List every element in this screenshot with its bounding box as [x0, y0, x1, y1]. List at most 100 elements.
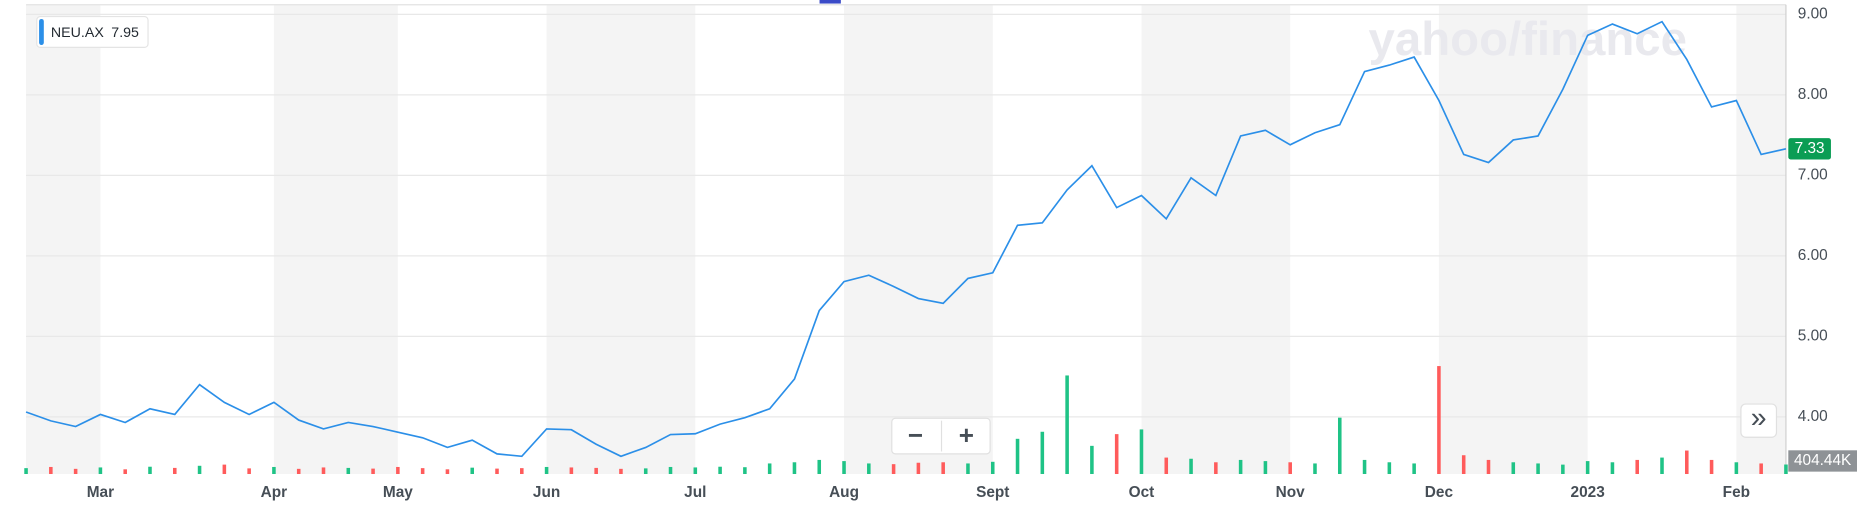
volume-bar	[792, 462, 797, 475]
volume-bar	[1164, 457, 1169, 475]
volume-bar	[1189, 458, 1193, 475]
y-tick-label: 7.00	[1798, 166, 1828, 183]
volume-bar	[470, 467, 474, 475]
scroll-indicator	[819, 0, 841, 4]
volume-bar	[668, 466, 673, 475]
x-tick-label: Jul	[684, 484, 706, 501]
month-band	[546, 4, 696, 475]
x-tick-label: Dec	[1425, 484, 1454, 501]
volume-bar	[1387, 462, 1392, 475]
volume-bar	[1090, 445, 1094, 475]
volume-bar	[49, 466, 53, 475]
price-line	[25, 20, 1787, 458]
x-tick-label: Feb	[1723, 484, 1750, 501]
volume-bar	[842, 461, 846, 475]
volume-bar	[495, 468, 499, 475]
volume-bar	[990, 461, 995, 475]
y-tick-label: 6.00	[1798, 247, 1828, 264]
volume-bar	[173, 467, 177, 475]
volume-bar	[743, 467, 747, 475]
volume-bar	[891, 464, 896, 475]
volume-bar	[594, 467, 598, 475]
volume-bar	[916, 462, 921, 475]
volume-bar	[296, 468, 301, 475]
volume-bar	[520, 468, 524, 475]
volume-bar	[1461, 455, 1466, 475]
zoom-in-button[interactable]: +	[959, 420, 974, 450]
volume-badge	[1788, 450, 1857, 472]
expand-box	[1740, 403, 1778, 438]
volume-bar	[867, 463, 871, 475]
watermark: yahoo/finance	[1369, 13, 1687, 66]
x-tick-label: Sept	[976, 484, 1009, 501]
legend-swatch	[39, 18, 44, 46]
volume-bar	[1536, 463, 1540, 475]
x-tick-label: 2023	[1571, 484, 1605, 501]
volume-bar	[941, 462, 945, 475]
legend: NEU.AX 7.95	[36, 15, 149, 48]
volume-bar	[197, 465, 202, 475]
volume-bar	[718, 466, 722, 475]
expand-button[interactable]: »	[1751, 402, 1767, 434]
x-tick-label: Apr	[261, 484, 288, 501]
volume-bar	[1511, 462, 1516, 475]
price-badge-label: 7.33	[1795, 140, 1825, 157]
month-bands	[26, 4, 1786, 475]
volume-bar	[123, 469, 127, 475]
grid	[26, 13, 1786, 418]
volume-bar	[1412, 463, 1416, 475]
volume-bar	[445, 469, 450, 475]
volume-bar	[420, 468, 425, 475]
volume-bar	[544, 466, 549, 475]
volume-bar	[1561, 464, 1565, 475]
volume-bar	[247, 468, 251, 475]
volume-bar	[817, 459, 822, 475]
volume-bar	[1238, 459, 1243, 475]
axis-labels: Mar Apr May Jun Jul Aug Sept Oct Nov Dec 2023 Feb 4.…	[87, 5, 1828, 501]
volume-bar	[1585, 461, 1590, 475]
volume-bar	[396, 466, 400, 475]
x-tick-label: Mar	[87, 484, 114, 501]
volume-bar	[1337, 417, 1342, 475]
volume-bar	[73, 468, 78, 475]
volume-bar	[1015, 438, 1020, 475]
y-tick-label: 8.00	[1798, 86, 1828, 103]
volume-bar	[619, 468, 623, 475]
volume-bar	[966, 463, 970, 475]
price-badge	[1788, 138, 1831, 160]
month-band	[1438, 4, 1588, 475]
month-band	[844, 4, 993, 475]
y-tick-label: 5.00	[1798, 327, 1828, 344]
month-band	[26, 4, 101, 475]
x-tick-label: Aug	[829, 484, 859, 501]
volume-bar	[1759, 463, 1763, 475]
y-tick-label: 4.00	[1798, 408, 1828, 425]
badges: 7.33 404.44K	[1788, 138, 1857, 472]
x-tick-label: Oct	[1129, 484, 1155, 501]
x-tick-label: Nov	[1276, 484, 1306, 501]
volume-bar	[1734, 462, 1739, 475]
volume-bar	[1486, 459, 1491, 475]
volume-bar	[1288, 462, 1292, 475]
volume-bar	[1784, 464, 1788, 475]
volume-bar	[222, 464, 227, 475]
volume-bar	[643, 468, 648, 475]
volume-bar	[371, 468, 375, 475]
volume-bar	[1313, 463, 1317, 475]
y-tick-label: 9.00	[1798, 5, 1828, 22]
volume-bar	[1685, 450, 1689, 475]
legend-value: 7.95	[111, 25, 139, 41]
month-band	[1141, 4, 1291, 475]
volume-bar	[1362, 459, 1367, 475]
volume-bar	[1214, 462, 1218, 475]
volume-bar	[346, 467, 351, 475]
volume-bar	[98, 467, 103, 475]
x-tick-label: Jun	[533, 484, 560, 501]
volume-bar	[1610, 462, 1615, 475]
month-band	[1736, 4, 1786, 475]
volume-bar	[1660, 457, 1664, 475]
zoom-out-button[interactable]: −	[908, 420, 923, 450]
volume-bar	[272, 466, 276, 475]
